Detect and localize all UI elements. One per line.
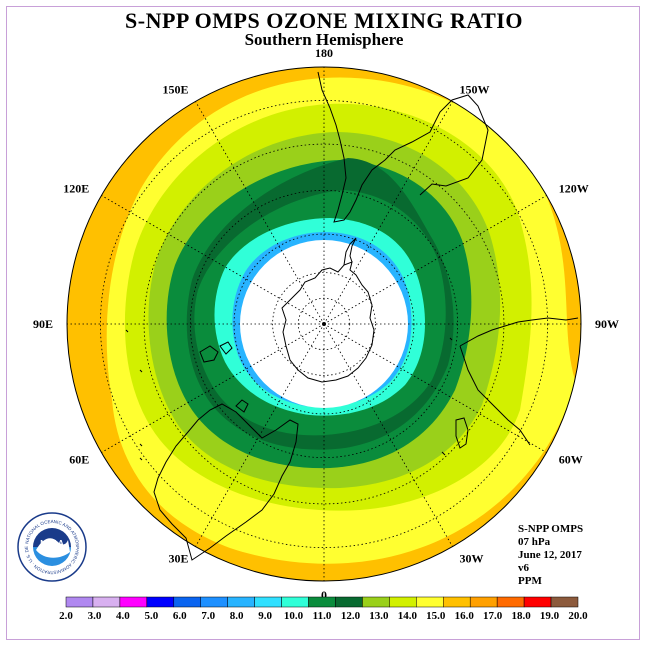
antarctica-coastline — [281, 261, 375, 383]
meridian-line — [323, 101, 453, 325]
meridian-line — [101, 195, 325, 325]
colorbar-tick-label: 18.0 — [511, 610, 531, 622]
longitude-label: 0 — [321, 588, 327, 602]
noaa-logo-ring-text-holder: NATIONAL OCEANIC AND ATMOSPHERIC ADMINIS… — [0, 0, 80, 575]
colorbar-tick-label: 10.0 — [284, 610, 304, 622]
colorbar-swatch — [389, 596, 417, 608]
meridian-line — [323, 195, 547, 325]
map-title: S-NPP OMPS OZONE MIXING RATIO — [125, 8, 523, 33]
colorbar-swatch — [119, 596, 148, 608]
colorbar-tick-label: 5.0 — [144, 610, 158, 622]
coastlines — [125, 71, 579, 561]
longitude-label: 90E — [33, 317, 53, 331]
longitude-label: 180 — [315, 46, 333, 60]
colorbar-swatch — [146, 596, 175, 608]
longitude-label: 150W — [460, 82, 490, 96]
map-disc-outline — [66, 66, 582, 582]
islands — [125, 329, 453, 461]
colorbar-swatch — [443, 596, 471, 608]
australia-coastline — [153, 403, 299, 561]
colorbar-tick-label: 15.0 — [426, 610, 446, 622]
colorbar-swatch — [281, 596, 309, 608]
noaa-logo-text: NOAA — [40, 539, 64, 548]
colorbar-tick-label: 2.0 — [59, 610, 73, 622]
antarctic-peninsula — [343, 237, 357, 266]
info-date: June 12, 2017 — [518, 549, 582, 561]
colorbar-swatch — [173, 596, 201, 608]
colorbar-swatch — [92, 596, 121, 608]
colorbar-tick-label: 19.0 — [540, 610, 560, 622]
latitude-circle — [143, 143, 505, 505]
colorbar-tick-label: 13.0 — [369, 610, 389, 622]
colorbar-tick-label: 3.0 — [88, 610, 102, 622]
colorbar-tick-label: 6.0 — [173, 610, 187, 622]
colorbar-tick-label: 17.0 — [483, 610, 503, 622]
latitude-circle — [297, 297, 351, 351]
south-america-coastline — [317, 71, 489, 223]
colorbar-swatch — [416, 596, 444, 608]
colorbar-swatch — [65, 596, 94, 608]
info-units: PPM — [518, 575, 542, 587]
longitude-label: 120E — [63, 182, 89, 196]
colorbar-swatch — [335, 596, 363, 608]
colorbar-swatch — [496, 596, 525, 608]
latitude-circle — [272, 272, 376, 376]
colorbar-tick-label: 14.0 — [398, 610, 418, 622]
colorbar-tick-label: 9.0 — [258, 610, 272, 622]
tasmania-coastline — [235, 399, 249, 413]
meridian-line — [195, 101, 325, 325]
meridian-line — [323, 323, 547, 453]
madagascar-coastline — [455, 417, 469, 449]
colorbar-swatch — [227, 596, 255, 608]
colorbar-swatch — [362, 596, 390, 608]
meridian-line — [101, 323, 325, 453]
colorbar-tick-label: 7.0 — [201, 610, 215, 622]
longitude-label: 60E — [69, 453, 89, 467]
longitude-labels: 90W 60W 30W 0 30E 60E 90E 120E 150E 180 150W 120W — [33, 46, 619, 602]
longitude-label: 30E — [168, 552, 188, 566]
colorbar-tick-label: 8.0 — [230, 610, 244, 622]
colorbar: 2.0 3.0 4.0 5.0 6.0 7.0 8.0 9.0 10.0 11.0 12.0 13.0… — [59, 596, 588, 622]
colorbar-swatch — [254, 596, 282, 608]
colorbar-swatch — [523, 596, 552, 608]
noaa-logo-gull — [36, 538, 70, 558]
colorbar-swatch — [308, 596, 336, 608]
latitude-circle — [233, 233, 415, 415]
longitude-label: 30W — [460, 552, 484, 566]
colorbar-swatch — [469, 596, 498, 608]
longitude-label: 120W — [559, 182, 589, 196]
longitude-label: 90W — [595, 317, 619, 331]
noaa-logo-ring-text: NATIONAL OCEANIC AND ATMOSPHERIC ADMINIS… — [0, 0, 80, 575]
info-version: v6 — [518, 562, 529, 574]
meridian-line — [323, 323, 453, 547]
info-instrument: S-NPP OMPS — [518, 523, 584, 535]
colorbar-swatch — [550, 596, 579, 608]
colorbar-tick-label: 20.0 — [568, 610, 588, 622]
colorbar-swatch — [200, 596, 228, 608]
new-zealand-coastline — [199, 341, 233, 363]
africa-coastline — [459, 317, 579, 446]
colorbar-tick-label: 11.0 — [313, 610, 332, 622]
longitude-label: 60W — [559, 453, 583, 467]
longitude-label: 150E — [162, 82, 188, 96]
south-pole-marker — [322, 322, 326, 326]
colorbar-tick-label: 16.0 — [455, 610, 475, 622]
info-pressure: 07 hPa — [518, 536, 551, 548]
colorbar-tick-label: 4.0 — [116, 610, 130, 622]
colorbar-tick-label: 12.0 — [341, 610, 361, 622]
latitude-circle — [189, 189, 459, 459]
map-subtitle: Southern Hemisphere — [244, 30, 404, 49]
latitude-circle — [100, 100, 548, 548]
